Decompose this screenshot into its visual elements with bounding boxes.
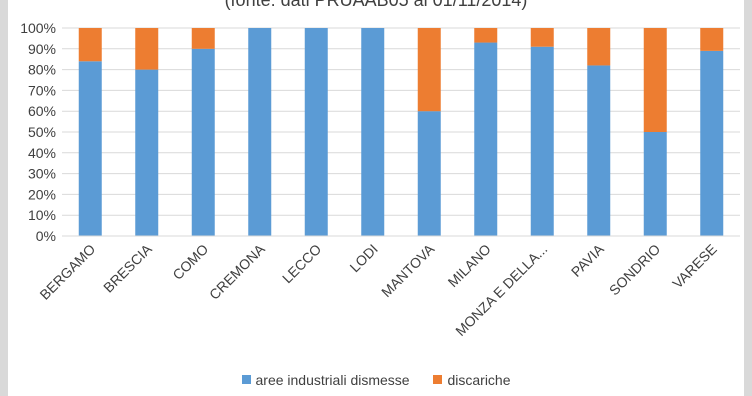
bar-discariche	[530, 28, 554, 47]
y-tick-label: 10%	[28, 207, 56, 223]
bar-discariche	[191, 28, 215, 49]
x-tick-label: VARESE	[669, 241, 720, 292]
bar-aree	[474, 42, 498, 237]
bar-aree	[361, 28, 385, 236]
bar-discariche	[135, 28, 159, 70]
legend-item-discariche: discariche	[433, 372, 511, 388]
y-tick-label: 50%	[28, 124, 56, 140]
legend-label-aree: aree industriali dismesse	[255, 372, 410, 388]
legend: aree industriali dismesse discariche	[8, 372, 744, 388]
bar-aree	[248, 28, 272, 236]
bar-discariche	[587, 28, 611, 66]
bar-aree	[78, 61, 102, 236]
y-tick-label: 20%	[28, 186, 56, 202]
x-tick-label: LODI	[346, 241, 380, 275]
x-tick-label: MANTOVA	[378, 240, 438, 300]
chart-frame: (fonte: dati PRUAAB05 al 01/11/2014) 0% 1…	[8, 0, 744, 396]
legend-swatch-aree	[241, 375, 251, 384]
x-tick-label: LECCO	[279, 241, 324, 286]
bar-aree	[417, 111, 441, 236]
bar-aree	[191, 48, 215, 236]
x-tick-label: PAVIA	[568, 240, 607, 279]
bar-aree	[587, 65, 611, 236]
bar-aree	[643, 132, 667, 236]
bar-aree	[135, 69, 159, 236]
y-tick-label: 90%	[28, 41, 56, 57]
y-tick-label: 80%	[28, 62, 56, 78]
y-tick-label: 0%	[36, 228, 56, 244]
x-tick-label: BRESCIA	[100, 240, 155, 295]
x-tick-label: SONDRIO	[606, 241, 664, 299]
bar-aree	[304, 28, 328, 236]
x-tick-label: BERGAMO	[36, 241, 98, 303]
stacked-bar-chart: 0% 10% 20% 30% 40% 50% 60% 70% 80% 90% 100% BERGAMO…	[20, 20, 740, 339]
legend-item-aree: aree industriali dismesse	[241, 372, 410, 388]
legend-label-discariche: discariche	[447, 372, 511, 388]
x-tick-label: MILANO	[445, 241, 494, 290]
x-tick-label: COMO	[169, 241, 211, 283]
bar-aree	[530, 46, 554, 236]
bar-discariche	[474, 28, 498, 43]
y-tick-label: 60%	[28, 103, 56, 119]
y-tick-label: 40%	[28, 145, 56, 161]
x-tick-label: CREMONA	[206, 240, 268, 302]
chart-title: (fonte: dati PRUAAB05 al 01/11/2014)	[224, 0, 528, 10]
y-tick-label: 70%	[28, 82, 56, 98]
y-tick-label: 100%	[20, 20, 56, 36]
y-tick-label: 30%	[28, 166, 56, 182]
bar-discariche	[417, 28, 441, 112]
bar-discariche	[700, 28, 724, 51]
bar-discariche	[643, 28, 667, 132]
bar-discariche	[78, 28, 102, 62]
bar-aree	[700, 50, 724, 236]
legend-swatch-discariche	[433, 375, 443, 384]
